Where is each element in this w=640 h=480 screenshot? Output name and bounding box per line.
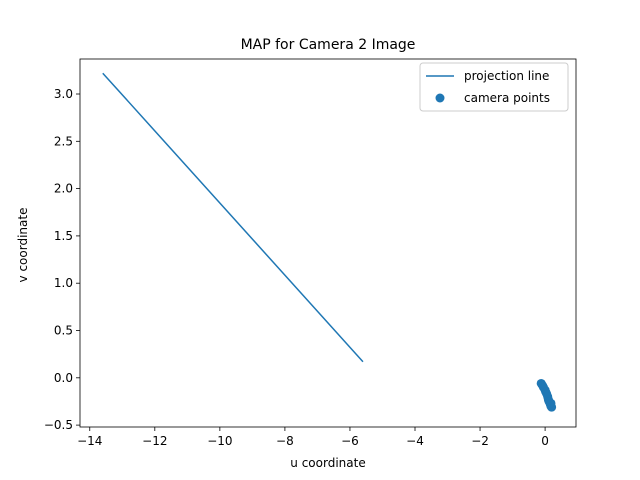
plot-area xyxy=(102,72,557,412)
plot-frame xyxy=(79,58,577,428)
y-tick-label: 1.0 xyxy=(54,276,73,290)
x-tick-label: −2 xyxy=(471,434,489,448)
x-tick-label: −10 xyxy=(207,434,232,448)
y-tick-label: 0.5 xyxy=(54,324,73,338)
y-axis-label: v coordinate xyxy=(16,208,30,283)
x-tick-label: −12 xyxy=(142,434,167,448)
legend-box xyxy=(419,62,569,112)
x-tick-label: −4 xyxy=(406,434,424,448)
x-axis: −14 −12 −10 −8 −6 −4 −2 0 xyxy=(77,427,549,448)
y-axis: −0.5 0.0 0.5 1.0 1.5 2.0 2.5 3.0 xyxy=(44,87,80,432)
legend-marker-swatch xyxy=(435,93,445,103)
chart-title: MAP for Camera 2 Image xyxy=(241,37,416,53)
projection-line xyxy=(102,72,364,363)
y-tick-label: −0.5 xyxy=(44,418,73,432)
y-tick-label: 3.0 xyxy=(54,87,73,101)
x-tick-label: −6 xyxy=(341,434,359,448)
y-tick-label: 2.5 xyxy=(54,134,73,148)
x-tick-label: 0 xyxy=(541,434,549,448)
legend-entry-camera-points: camera points xyxy=(464,91,550,105)
y-tick-label: 2.0 xyxy=(54,182,73,196)
y-tick-label: 0.0 xyxy=(54,371,73,385)
legend: projection line camera points xyxy=(419,62,569,112)
legend-entry-projection-line: projection line xyxy=(464,69,549,83)
x-tick-label: −14 xyxy=(77,434,102,448)
x-tick-label: −8 xyxy=(276,434,294,448)
y-tick-label: 1.5 xyxy=(54,229,73,243)
camera-point xyxy=(546,398,556,408)
x-axis-label: u coordinate xyxy=(290,456,365,470)
